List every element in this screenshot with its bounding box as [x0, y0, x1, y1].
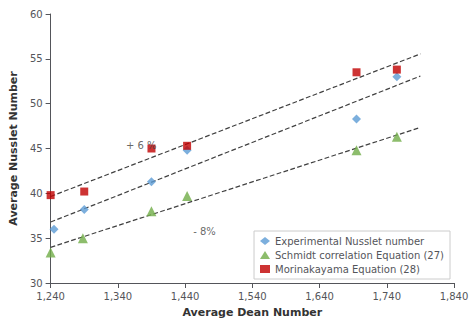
svg-text:Average Nusslet Number: Average Nusslet Number [7, 71, 20, 226]
svg-text:60: 60 [30, 9, 43, 20]
svg-text:Average Dean Number: Average Dean Number [182, 306, 322, 319]
svg-text:Schmidt correlation Equation (: Schmidt correlation Equation (27) [275, 250, 444, 261]
svg-text:1,840: 1,840 [440, 291, 469, 302]
svg-text:Morinakayama Equation (28): Morinakayama Equation (28) [275, 264, 420, 275]
svg-text:1,740: 1,740 [372, 291, 401, 302]
svg-text:1,240: 1,240 [36, 291, 65, 302]
svg-text:Experimental Nusslet number: Experimental Nusslet number [275, 236, 425, 247]
svg-text:40: 40 [30, 188, 43, 199]
svg-text:1,540: 1,540 [238, 291, 267, 302]
svg-text:50: 50 [30, 98, 43, 109]
svg-text:1,640: 1,640 [305, 291, 334, 302]
svg-text:- 8%: - 8% [193, 226, 216, 237]
svg-text:1,440: 1,440 [171, 291, 200, 302]
svg-text:+ 6 %: + 6 % [126, 140, 157, 151]
svg-text:55: 55 [30, 53, 43, 64]
svg-text:35: 35 [30, 233, 43, 244]
svg-text:30: 30 [30, 278, 43, 289]
svg-text:1,340: 1,340 [104, 291, 133, 302]
svg-text:45: 45 [30, 143, 43, 154]
